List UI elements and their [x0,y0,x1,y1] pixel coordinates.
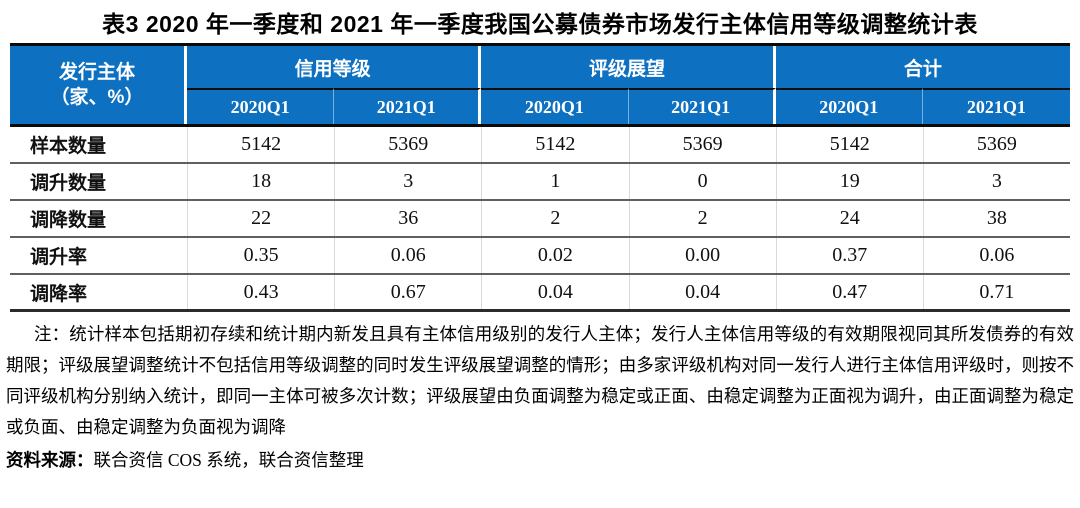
cell-value: 0.06 [922,238,1070,273]
corner-header-issuer: 发行主体 （家、%） [10,46,187,124]
group-header-total: 合计 [903,58,942,80]
source-label: 资料来源： [6,450,94,470]
cell-value: 22 [187,201,334,236]
period-header-2020q1-credit: 2020Q1 [187,88,335,124]
row-label: 调降率 [30,283,88,305]
corner-header-line1: 发行主体 [58,62,135,83]
cell-value: 0.67 [334,275,481,309]
cell-value: 38 [922,201,1070,236]
cell-value: 3 [922,164,1070,199]
table-header: 发行主体 （家、%） 信用等级 评级展望 合计 2020Q1 2021Q1 20… [10,46,1070,127]
cell-value: 2 [481,201,628,236]
cell-value: 5369 [334,127,481,162]
row-label: 调降数量 [30,210,107,231]
table-note: 注：统计样本包括期初存续和统计期内新发且具有主体信用级别的发行人主体；发行人主体… [6,324,1074,437]
cell-value: 0.04 [628,275,776,309]
cell-value: 5369 [922,127,1070,162]
cell-value: 0.02 [481,238,628,273]
cell-value: 18 [187,164,334,199]
cell-value: 5142 [775,127,923,162]
cell-value: 5142 [187,127,334,162]
period-header-2020q1-outlook: 2020Q1 [481,88,629,124]
period-header-2021q1-credit: 2021Q1 [334,88,482,124]
rating-adjustment-table: 发行主体 （家、%） 信用等级 评级展望 合计 2020Q1 2021Q1 20… [10,43,1070,312]
row-label: 调升率 [30,247,88,268]
table-body: 样本数量 5142 5369 5142 5369 5142 5369 调升数量 … [10,127,1070,312]
cell-value: 0.06 [334,238,481,273]
cell-value: 5142 [481,127,628,162]
period-header-2021q1-outlook: 2021Q1 [628,88,776,124]
source-line: 资料来源：联合资信 COS 系统，联合资信整理 [6,446,1074,474]
corner-header-line2: （家、%） [50,87,144,108]
cell-value: 0 [628,164,776,199]
cell-value: 2 [628,201,776,236]
cell-value: 0.47 [775,275,923,309]
cell-value: 0.04 [481,275,628,309]
cell-value: 19 [775,164,923,199]
cell-value: 1 [481,164,628,199]
row-label: 样本数量 [30,136,107,157]
cell-value: 36 [334,201,481,236]
period-header-2020q1-total: 2020Q1 [775,88,923,124]
cell-value: 5369 [628,127,776,162]
cell-value: 0.71 [922,275,1070,309]
cell-value: 0.00 [628,238,776,273]
row-label: 调升数量 [30,173,107,194]
table-row-upgrade-count: 调升数量 18 3 1 0 19 3 [10,164,1070,201]
period-header-2021q1-total: 2021Q1 [922,88,1070,124]
table-row-downgrade-rate: 调降率 0.43 0.67 0.04 0.04 0.47 0.71 [10,275,1070,312]
cell-value: 24 [775,201,923,236]
report-page: 表3 2020 年一季度和 2021 年一季度我国公募债券市场发行主体信用等级调… [0,5,1080,508]
cell-value: 0.37 [775,238,923,273]
table-title: 表3 2020 年一季度和 2021 年一季度我国公募债券市场发行主体信用等级调… [102,11,978,37]
table-row-upgrade-rate: 调升率 0.35 0.06 0.02 0.00 0.37 0.06 [10,238,1070,275]
cell-value: 0.35 [187,238,334,273]
table-row-sample-count: 样本数量 5142 5369 5142 5369 5142 5369 [10,127,1070,164]
cell-value: 3 [334,164,481,199]
group-header-credit-rating: 信用等级 [187,46,482,88]
group-header-rating-outlook: 评级展望 [481,46,776,88]
source-text: 联合资信 COS 系统，联合资信整理 [93,450,364,470]
cell-value: 0.43 [187,275,334,309]
table-row-downgrade-count: 调降数量 22 36 2 2 24 38 [10,201,1070,238]
